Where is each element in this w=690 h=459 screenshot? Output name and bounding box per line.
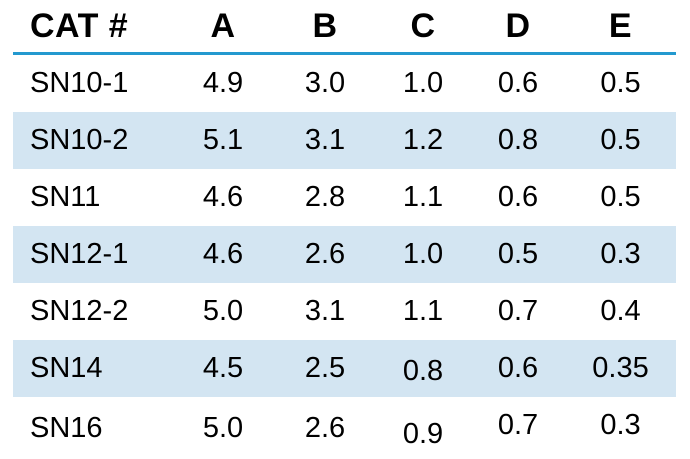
cell-b: 2.5: [304, 352, 346, 384]
cell-c: 0.8: [402, 355, 444, 387]
cell-a: 4.5: [202, 352, 244, 384]
cell-d: 0.8: [497, 124, 539, 156]
cell-c: 1.0: [402, 67, 444, 99]
cell-cat: SN10-2: [30, 124, 129, 156]
cell-e: 0.3: [600, 238, 641, 270]
cell-cat: SN12-1: [30, 238, 129, 270]
cell-c: 1.1: [402, 181, 444, 213]
cell-a: 4.6: [202, 238, 244, 270]
table-row: SN10-1 4.9 3.0 1.0 0.6 0.5: [13, 55, 676, 112]
table-row: SN16 5.0 2.6 0.9 0.7 0.3: [13, 397, 676, 459]
table-row: SN10-2 5.1 3.1 1.2 0.8 0.5: [13, 112, 676, 169]
cell-b: 2.6: [304, 238, 346, 270]
cell-c: 1.1: [402, 295, 444, 327]
cell-b: 3.0: [304, 67, 346, 99]
cell-d: 0.7: [497, 408, 539, 441]
cell-e: 0.5: [600, 181, 641, 213]
cell-b: 3.1: [304, 295, 346, 327]
cell-a: 4.6: [202, 181, 244, 213]
table-row: SN12-1 4.6 2.6 1.0 0.5 0.3: [13, 226, 676, 283]
cell-d: 0.7: [497, 295, 539, 327]
cell-cat: SN11: [30, 181, 101, 213]
column-header-cat: CAT #: [30, 7, 129, 45]
cell-e: 0.35: [592, 352, 649, 384]
cell-a: 5.1: [202, 124, 244, 156]
table-header-row: CAT # A B C D E: [13, 0, 676, 55]
cell-d: 0.6: [497, 181, 539, 213]
cell-b: 2.6: [304, 411, 346, 444]
cell-c: 0.9: [402, 417, 444, 450]
cell-d: 0.5: [497, 238, 539, 270]
column-header-e: E: [608, 7, 633, 45]
cell-e: 0.5: [600, 124, 641, 156]
cell-a: 5.0: [202, 295, 244, 327]
cell-cat: SN12-2: [30, 295, 129, 327]
column-header-b: B: [312, 7, 338, 45]
cell-c: 1.0: [402, 238, 444, 270]
cell-e: 0.4: [600, 295, 641, 327]
cell-e: 0.5: [600, 67, 641, 99]
spec-table: CAT # A B C D E SN10-1 4.9 3.0 1.0 0.6 0…: [13, 0, 676, 459]
column-header-c: C: [410, 7, 436, 45]
cell-b: 3.1: [304, 124, 346, 156]
table-row: SN11 4.6 2.8 1.1 0.6 0.5: [13, 169, 676, 226]
cell-d: 0.6: [497, 352, 539, 384]
cell-d: 0.6: [497, 67, 539, 99]
cell-e: 0.3: [600, 408, 641, 441]
cell-cat: SN16: [30, 411, 103, 444]
column-header-a: A: [210, 7, 236, 45]
column-header-d: D: [505, 7, 531, 45]
cell-cat: SN10-1: [30, 67, 129, 99]
table-row: SN14 4.5 2.5 0.8 0.6 0.35: [13, 340, 676, 397]
cell-a: 4.9: [202, 67, 244, 99]
table-row: SN12-2 5.0 3.1 1.1 0.7 0.4: [13, 283, 676, 340]
cell-cat: SN14: [30, 352, 103, 384]
cell-b: 2.8: [304, 181, 346, 213]
cell-a: 5.0: [202, 411, 244, 444]
cell-c: 1.2: [402, 124, 444, 156]
